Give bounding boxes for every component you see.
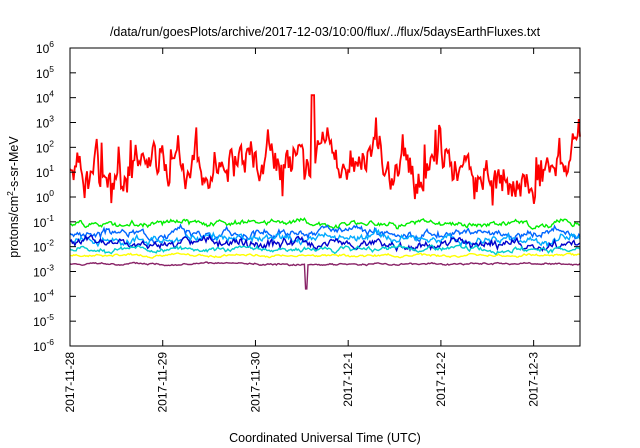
y-tick-label: 10-6: [33, 337, 54, 354]
y-tick-label: 10-4: [33, 287, 54, 304]
plot-frame: [69, 47, 581, 347]
x-tick-label: 2017-11-28: [63, 352, 77, 413]
x-tick-label: 2017-11-30: [248, 352, 262, 413]
x-tick-label: 2017-12-3: [527, 352, 541, 407]
y-tick-label: 10-2: [33, 238, 54, 255]
chart-title: /data/run/goesPlots/archive/2017-12-03/1…: [110, 25, 541, 39]
y-tick-label: 10-5: [33, 312, 54, 329]
y-axis-label-base: protons/cm: [7, 196, 21, 258]
flux-series-line: [69, 227, 581, 248]
y-tick-label: 102: [36, 138, 54, 155]
y-tick-label: 10-3: [33, 263, 54, 280]
x-tick-label: 2017-12-2: [434, 352, 448, 407]
x-tick-label: 2017-11-29: [156, 352, 170, 413]
series-layer: [69, 94, 581, 290]
y-tick-label: 106: [36, 39, 54, 56]
x-tick-label: 2017-12-1: [341, 352, 355, 407]
flux-series-line: [69, 217, 581, 230]
flux-series-line: [69, 252, 581, 259]
y-axis-label: protons/cm2-s-sr-MeV: [5, 136, 21, 258]
y-tick-label: 10-1: [33, 213, 54, 230]
flux-series-line: [69, 94, 581, 206]
x-axis-label: Coordinated Universal Time (UTC): [229, 431, 421, 445]
flux-series-line: [69, 261, 581, 290]
y-axis-label-rest: -s-sr-MeV: [7, 136, 21, 192]
y-tick-label: 100: [36, 188, 54, 205]
flux-series-line: [69, 243, 581, 257]
flux-series-line: [69, 233, 581, 253]
y-tick-label: 105: [36, 64, 54, 81]
y-tick-label: 103: [36, 114, 54, 131]
y-axis-label-sup: 2: [5, 191, 15, 196]
y-tick-label: 104: [36, 89, 54, 106]
ticks-layer: 10-6 10-5 10-4 10-3 10-2 10-1 100 101 102 103 104 1…: [33, 39, 580, 413]
y-tick-label: 101: [36, 163, 54, 180]
